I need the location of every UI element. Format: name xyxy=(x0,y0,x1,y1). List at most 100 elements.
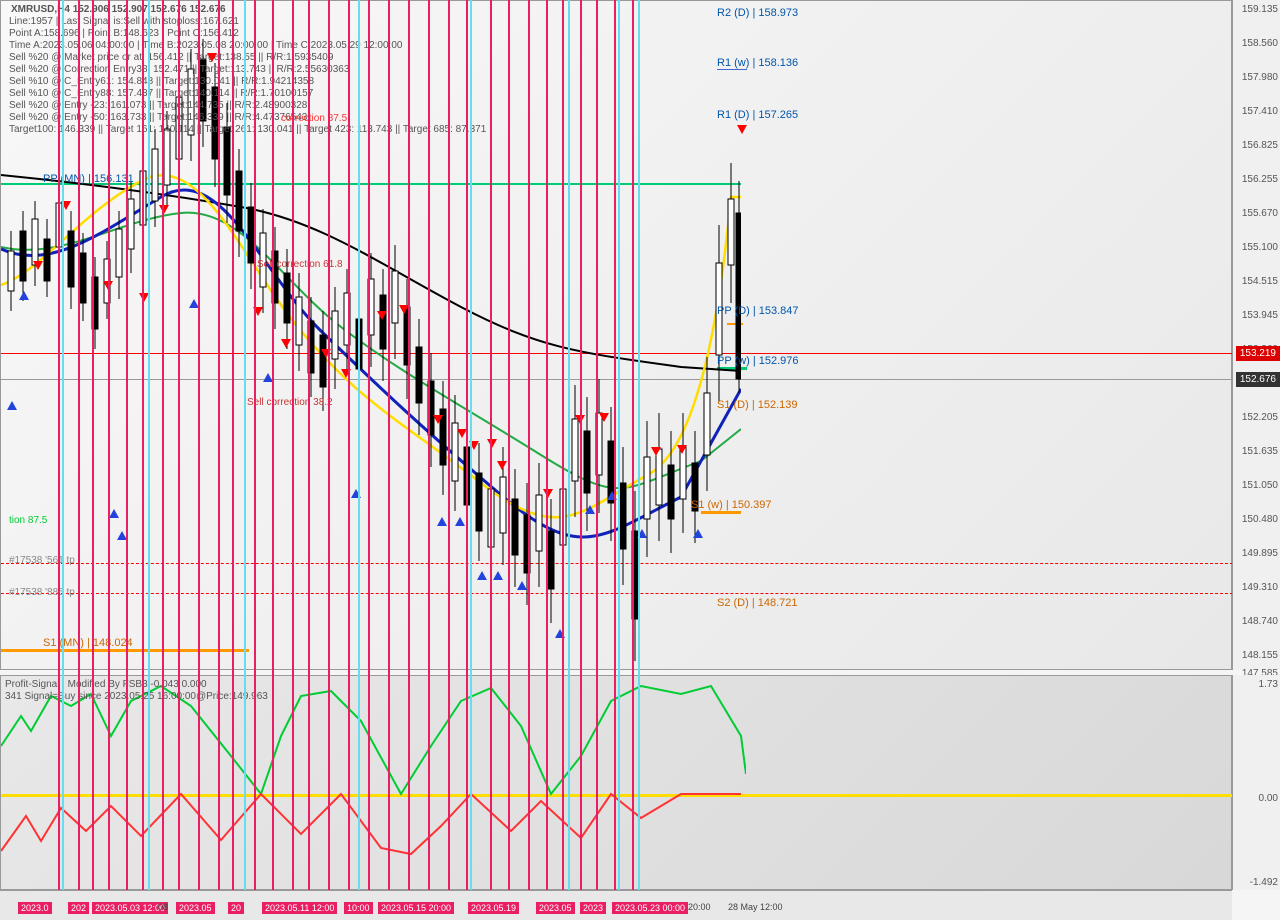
x-label: 28 May 12:00 xyxy=(728,902,783,912)
info-s5: Sell %20 @ Entry -23: 161.073 || Target:… xyxy=(9,100,307,111)
x-label: 2023.05 xyxy=(536,902,575,914)
arrow-down-icon xyxy=(677,445,687,454)
main-chart[interactable]: XMRUSD,H4 152.906 152.907 152.676 152.67… xyxy=(0,0,1232,670)
arrow-down-icon xyxy=(61,201,71,210)
y-tick: 157.980 xyxy=(1242,72,1278,83)
pivot-ppmn: PP (MN) | 156.131 xyxy=(43,173,134,185)
y-tick: 148.155 xyxy=(1242,650,1278,661)
info-s2: Sell %20 @ Correction Entry38: 152.471 |… xyxy=(9,64,349,75)
info-s3: Sell %10 @ C_Entry61: 154.848 || Target:… xyxy=(9,76,314,87)
pivot-r1w: R1 (w) | 158.136 xyxy=(717,57,798,69)
arrow-up-icon xyxy=(455,517,465,526)
y-tick: 155.670 xyxy=(1242,208,1278,219)
arrow-up-icon xyxy=(19,291,29,300)
info-line: Line:1957 | Last Signal is:Sell with sto… xyxy=(9,16,239,27)
x-label: 2023.05 xyxy=(176,902,215,914)
x-label: 10:00 xyxy=(344,902,373,914)
y-tick: 159.135 xyxy=(1242,4,1278,15)
arrow-down-icon xyxy=(487,439,497,448)
x-axis: 2023.02022023.05.03 12:00082023.05202023… xyxy=(0,890,1232,920)
y-tick: 149.895 xyxy=(1242,548,1278,559)
arrow-down-icon xyxy=(497,461,507,470)
arrow-down-icon xyxy=(207,53,217,62)
arrow-down-icon xyxy=(399,305,409,314)
y-tick: 149.310 xyxy=(1242,582,1278,593)
x-label: 2023.05.23 00:00 xyxy=(612,902,688,914)
y-tick: 155.100 xyxy=(1242,242,1278,253)
x-label: 2023.05.15 20:00 xyxy=(378,902,454,914)
arrow-down-icon xyxy=(281,339,291,348)
x-label: 2023.05.11 12:00 xyxy=(262,902,337,914)
arrow-up-icon xyxy=(117,531,127,540)
y-tick: 156.825 xyxy=(1242,140,1278,151)
arrow-up-icon xyxy=(555,629,565,638)
x-label: 2023.05.19 xyxy=(468,902,519,914)
arrow-up-icon xyxy=(109,509,119,518)
arrow-down-icon xyxy=(103,281,113,290)
ann-sellcorr382: Sell correction 38.2 xyxy=(247,397,333,408)
y-tick: 151.050 xyxy=(1242,480,1278,491)
arrow-down-icon xyxy=(159,205,169,214)
arrow-up-icon xyxy=(693,529,703,538)
arrow-down-icon xyxy=(139,293,149,302)
pivot-ppw: PP (w) | 152.976 xyxy=(717,355,799,367)
y-tick-ind: 1.73 xyxy=(1259,679,1278,690)
x-label: 2023.0 xyxy=(18,902,52,914)
arrow-up-icon xyxy=(637,529,647,538)
pivot-s1mn: S1 (MN) | 148.024 xyxy=(43,637,133,649)
y-tick: 148.740 xyxy=(1242,616,1278,627)
indicator-title: Profit-Signal | Modified By FSB3 -0.043 … xyxy=(5,679,207,690)
info-s4: Sell %10 @ C_Entry88: 157.437 || Target:… xyxy=(9,88,313,99)
x-label: 08 xyxy=(158,902,168,912)
price-tag-red: 153.219 xyxy=(1236,346,1280,361)
y-tick: 156.255 xyxy=(1242,174,1278,185)
info-s6: Sell %20 @ Entry -50: 163.733 || Target:… xyxy=(9,112,307,123)
arrow-down-icon xyxy=(457,429,467,438)
arrow-up-icon xyxy=(607,491,617,500)
arrow-up-icon xyxy=(351,489,361,498)
arrow-up-icon xyxy=(263,373,273,382)
ann-tion875: tion 87.5 xyxy=(9,515,47,526)
indicator-signal: 341 Signal=Buy since 2023.05.25 16:00:00… xyxy=(5,691,268,702)
arrow-up-icon xyxy=(493,571,503,580)
arrow-down-icon xyxy=(433,415,443,424)
arrow-down-icon xyxy=(33,261,43,270)
pivot-r2d: R2 (D) | 158.973 xyxy=(717,7,798,19)
pivot-s1d: S1 (D) | 152.139 xyxy=(717,399,798,411)
chart-title: XMRUSD,H4 152.906 152.907 152.676 152.67… xyxy=(11,4,226,15)
arrow-down-icon xyxy=(651,447,661,456)
price-tag-current: 152.676 xyxy=(1236,372,1280,387)
indicator-red xyxy=(1,676,746,891)
x-label: 2023 xyxy=(580,902,606,914)
y-tick: 153.945 xyxy=(1242,310,1278,321)
info-s1: Sell %20 @ Market price or at: 156.412 |… xyxy=(9,52,333,63)
y-tick-ind: -1.492 xyxy=(1250,877,1278,888)
arrow-up-icon xyxy=(437,517,447,526)
arrow-down-icon xyxy=(543,489,553,498)
ann-sellcorr618: Sell correction 61.8 xyxy=(257,259,343,270)
y-tick: 154.515 xyxy=(1242,276,1278,287)
arrow-up-icon xyxy=(477,571,487,580)
y-axis-main: 159.135 158.560 157.980 157.410 156.825 156.2… xyxy=(1232,0,1280,670)
info-points: Point A:158.696 | Point B:148.623 | Poin… xyxy=(9,28,239,39)
arrow-down-icon xyxy=(253,307,263,316)
y-tick: 150.480 xyxy=(1242,514,1278,525)
arrow-down-icon xyxy=(737,125,747,134)
ann-correction875: correction 87.5 xyxy=(281,113,347,124)
info-target100: Target100: 146.339 || Target 161: 140.11… xyxy=(9,124,486,135)
x-label: 20:00 xyxy=(688,902,711,912)
arrow-down-icon xyxy=(469,441,479,450)
y-tick: 151.635 xyxy=(1242,446,1278,457)
y-tick-ind: 0.00 xyxy=(1259,793,1278,804)
indicator-chart[interactable]: Profit-Signal | Modified By FSB3 -0.043 … xyxy=(0,675,1232,890)
pivot-s2d: S2 (D) | 148.721 xyxy=(717,597,798,609)
y-tick: 158.560 xyxy=(1242,38,1278,49)
arrow-up-icon xyxy=(517,581,527,590)
arrow-down-icon xyxy=(341,369,351,378)
arrow-down-icon xyxy=(575,415,585,424)
x-label: 2023.05.03 12:00 xyxy=(92,902,168,914)
ann-tp2: #17538 '885 tp xyxy=(9,587,75,598)
arrow-down-icon xyxy=(599,413,609,422)
y-tick: 157.410 xyxy=(1242,106,1278,117)
pivot-s1w: S1 (w) | 150.397 xyxy=(691,499,772,511)
